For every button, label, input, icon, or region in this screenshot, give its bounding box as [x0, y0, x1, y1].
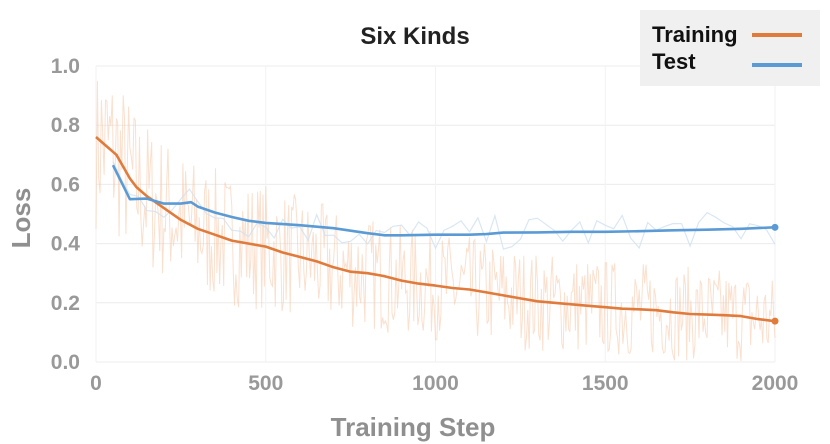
x-tick-label: 500: [248, 372, 283, 395]
y-tick-label: 0.8: [51, 114, 81, 137]
training-end-point: [771, 317, 779, 325]
x-tick-label: 1500: [582, 372, 629, 395]
legend: Training Test: [640, 10, 820, 86]
legend-label-training: Training: [652, 22, 738, 47]
y-tick-label: 0.6: [51, 173, 80, 196]
test-end-point: [771, 223, 779, 231]
y-tick-label: 0.4: [51, 233, 81, 256]
training-raw-noise: [95, 80, 776, 361]
y-axis-label: Loss: [6, 188, 36, 249]
y-axis-ticks: 0.0 0.2 0.4 0.6 0.8 1.0: [51, 55, 81, 374]
x-tick-label: 0: [90, 372, 102, 395]
x-axis-label: Training Step: [331, 412, 496, 442]
test-noise-line: [112, 161, 776, 250]
y-tick-label: 0.0: [51, 351, 80, 374]
series-lines: [95, 136, 779, 325]
y-tick-label: 1.0: [51, 55, 80, 78]
y-tick-label: 0.2: [51, 292, 80, 315]
x-tick-label: 1000: [412, 372, 459, 395]
x-tick-label: 2000: [752, 372, 799, 395]
training-noise-line: [95, 80, 776, 361]
test-line: [111, 164, 776, 237]
legend-box: [640, 10, 820, 86]
legend-label-test: Test: [652, 49, 696, 74]
chart-title: Six Kinds: [360, 23, 469, 50]
x-axis-ticks: 0 500 1000 1500 2000: [90, 372, 798, 395]
grid: [95, 65, 776, 363]
